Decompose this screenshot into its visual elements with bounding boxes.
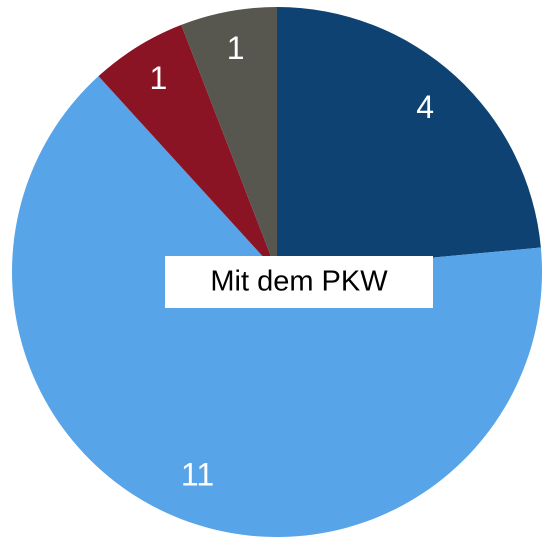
pie-slice — [181, 7, 277, 272]
value-label: 1 — [150, 60, 168, 96]
value-label: 11 — [181, 457, 214, 493]
category-label-box — [165, 256, 433, 308]
value-label: 4 — [416, 89, 434, 125]
pie-slice — [277, 7, 541, 272]
pie-slice — [98, 24, 277, 272]
value-label: 1 — [227, 30, 245, 66]
category-label: Mit dem PKW — [210, 266, 388, 298]
